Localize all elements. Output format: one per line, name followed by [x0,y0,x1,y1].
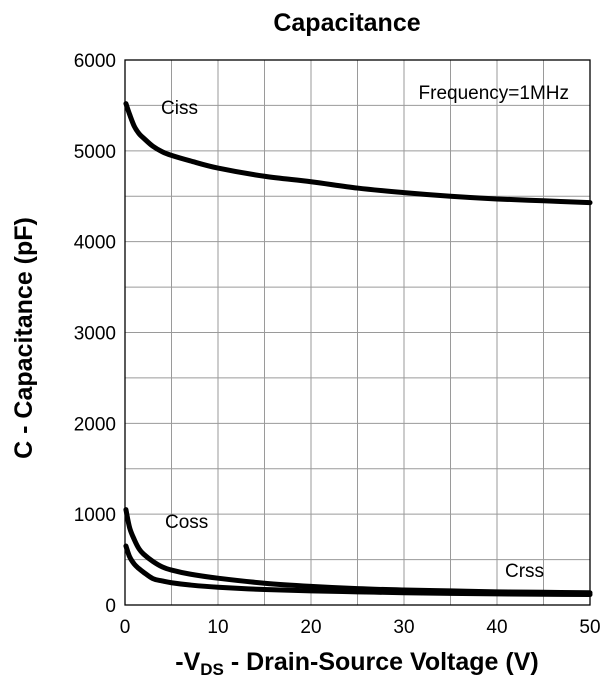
y-tick-label: 5000 [74,142,116,163]
x-tick-label: 0 [120,617,131,638]
plot-frame [124,59,591,606]
y-axis-title: C - Capacitance (pF) [10,217,38,459]
frequency-annotation: Frequency=1MHz [419,83,569,104]
y-tick-label: 3000 [74,324,116,345]
x-axis-title-prefix: -V [175,648,200,676]
x-tick-label: 20 [300,617,321,638]
y-tick-label: 2000 [74,414,116,435]
x-axis-title-suffix: - Drain-Source Voltage (V) [224,648,539,676]
x-axis-title: -VDS - Drain-Source Voltage (V) [175,648,538,679]
x-tick-label: 50 [579,617,600,638]
x-axis-title-subscript: DS [200,660,224,679]
x-tick-labels: 0 10 20 30 40 50 [120,617,601,638]
series-label-crss: Crss [505,561,544,582]
x-tick-label: 40 [486,617,507,638]
chart-title: Capacitance [273,9,420,37]
data-series [123,101,593,598]
y-tick-labels: 0 1000 2000 3000 4000 5000 6000 [74,51,116,617]
x-tick-label: 30 [393,617,414,638]
y-tick-label: 0 [105,596,116,617]
x-tick-label: 10 [207,617,228,638]
series-line-crss [123,543,593,598]
y-tick-label: 6000 [74,51,116,72]
series-label-coss: Coss [165,512,208,533]
y-tick-label: 1000 [74,505,116,526]
y-tick-label: 4000 [74,233,116,254]
series-line-ciss [123,101,593,206]
series-label-ciss: Ciss [161,98,198,119]
